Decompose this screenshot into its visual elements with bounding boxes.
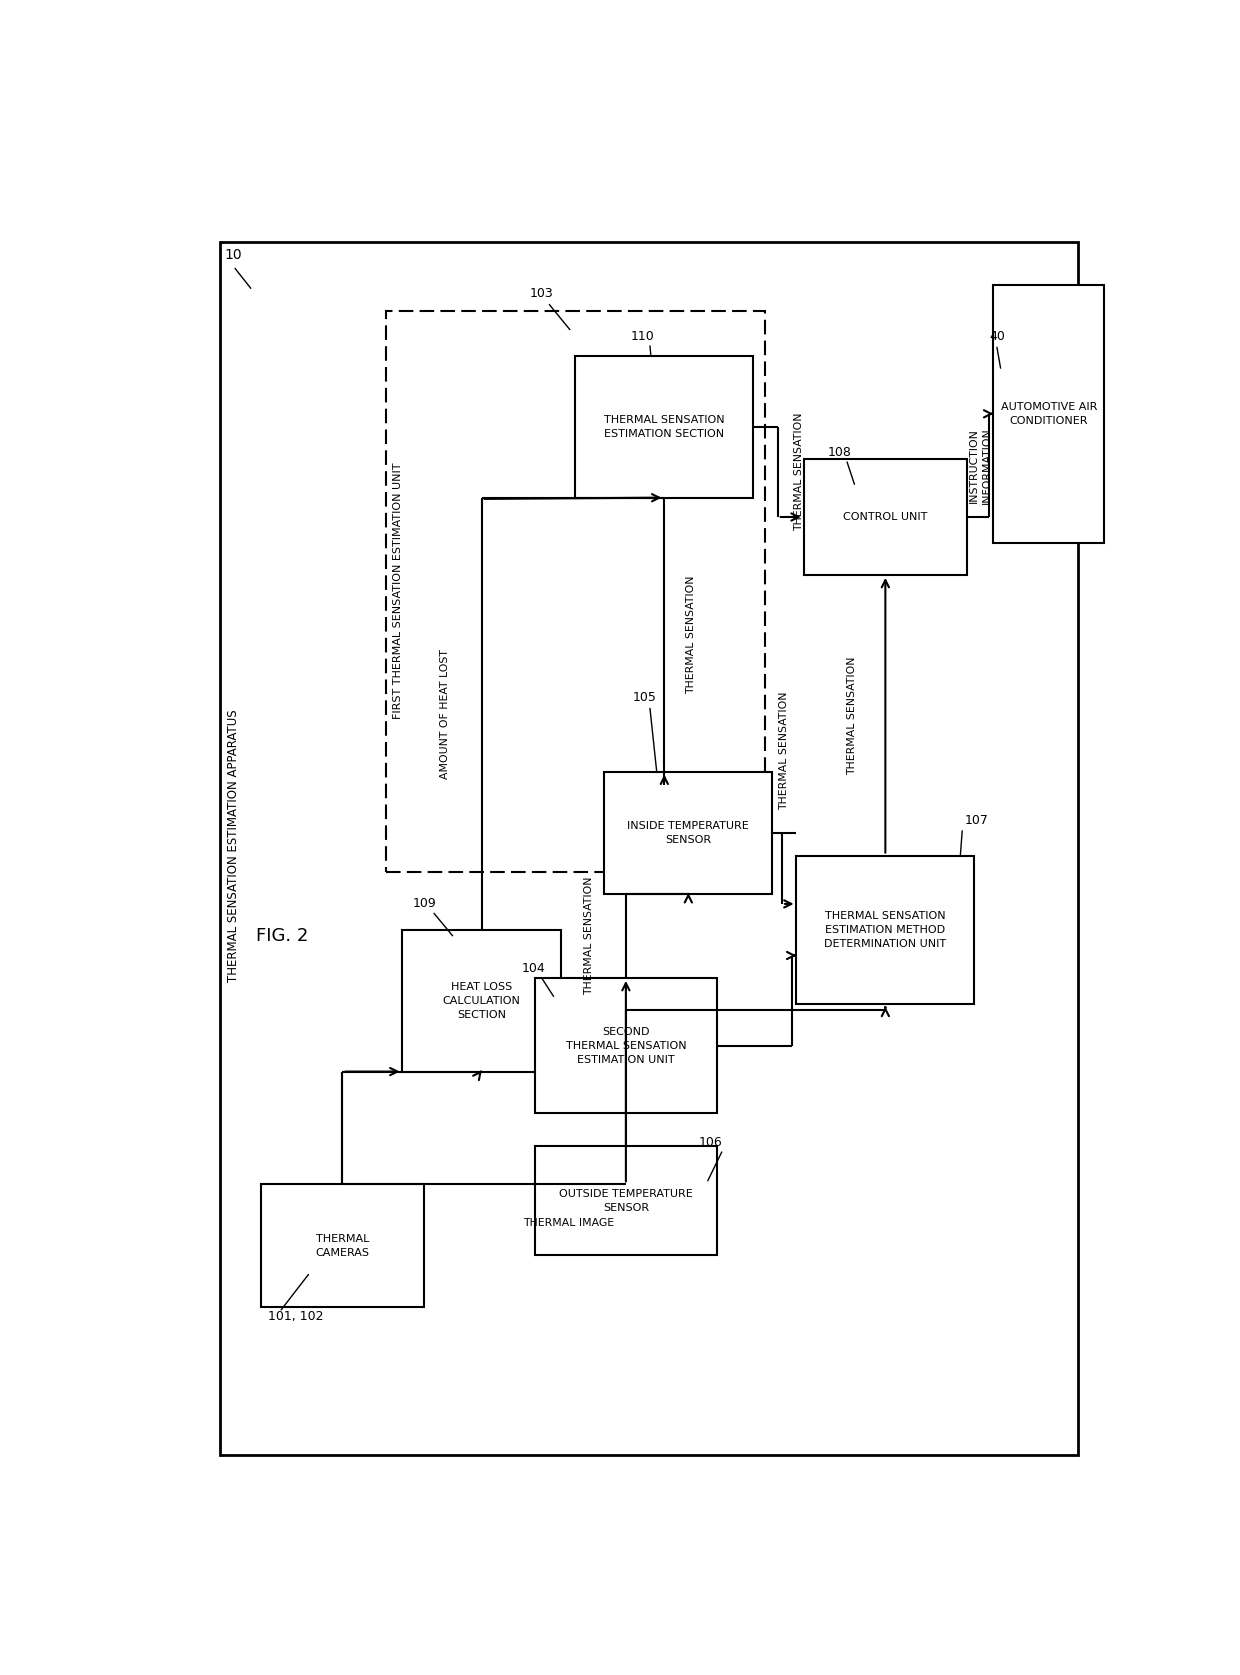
Text: 107: 107	[965, 814, 990, 826]
Text: CONTROL UNIT: CONTROL UNIT	[843, 513, 928, 523]
Bar	[386, 310, 765, 871]
Text: THERMAL SENSATION
ESTIMATION METHOD
DETERMINATION UNIT: THERMAL SENSATION ESTIMATION METHOD DETE…	[825, 911, 946, 948]
Text: 104: 104	[522, 961, 546, 975]
Text: 109: 109	[413, 898, 436, 911]
Text: THERMAL SENSATION ESTIMATION APPARATUS: THERMAL SENSATION ESTIMATION APPARATUS	[227, 710, 241, 982]
Text: THERMAL SENSATION: THERMAL SENSATION	[686, 576, 696, 693]
Text: 110: 110	[631, 330, 655, 343]
Text: 101, 102: 101, 102	[268, 1310, 324, 1323]
Bar	[993, 285, 1104, 543]
Text: AMOUNT OF HEAT LOST: AMOUNT OF HEAT LOST	[440, 648, 450, 779]
Text: 108: 108	[828, 446, 852, 459]
Text: AUTOMOTIVE AIR
CONDITIONER: AUTOMOTIVE AIR CONDITIONER	[1001, 402, 1097, 425]
Bar	[575, 355, 753, 497]
Bar	[604, 772, 773, 894]
Text: THERMAL SENSATION: THERMAL SENSATION	[780, 692, 790, 811]
Bar	[534, 1146, 717, 1255]
Text: HEAT LOSS
CALCULATION
SECTION: HEAT LOSS CALCULATION SECTION	[443, 982, 521, 1020]
Text: INSIDE TEMPERATURE
SENSOR: INSIDE TEMPERATURE SENSOR	[627, 821, 749, 844]
Text: 106: 106	[699, 1136, 723, 1149]
Text: SECOND
THERMAL SENSATION
ESTIMATION UNIT: SECOND THERMAL SENSATION ESTIMATION UNIT	[565, 1027, 686, 1065]
Text: THERMAL IMAGE: THERMAL IMAGE	[523, 1218, 614, 1228]
Bar	[796, 856, 975, 1003]
Text: THERMAL SENSATION
ESTIMATION SECTION: THERMAL SENSATION ESTIMATION SECTION	[604, 415, 724, 439]
Bar	[804, 459, 967, 575]
Text: THERMAL SENSATION: THERMAL SENSATION	[584, 878, 594, 995]
Text: THERMAL SENSATION: THERMAL SENSATION	[847, 657, 857, 774]
Text: THERMAL
CAMERAS: THERMAL CAMERAS	[315, 1234, 370, 1258]
Text: 103: 103	[529, 288, 553, 300]
Text: FIG. 2: FIG. 2	[255, 928, 309, 945]
Text: THERMAL SENSATION: THERMAL SENSATION	[794, 412, 804, 531]
Text: 105: 105	[632, 692, 656, 704]
Text: OUTSIDE TEMPERATURE
SENSOR: OUTSIDE TEMPERATURE SENSOR	[559, 1189, 693, 1213]
Text: 10: 10	[224, 248, 242, 263]
Text: 40: 40	[990, 330, 1006, 343]
Text: INSTRUCTION
INFORMATION: INSTRUCTION INFORMATION	[968, 427, 992, 504]
Bar	[403, 930, 560, 1072]
Bar	[221, 243, 1078, 1454]
Bar	[534, 978, 717, 1114]
Bar	[260, 1184, 424, 1306]
Text: FIRST THERMAL SENSATION ESTIMATION UNIT: FIRST THERMAL SENSATION ESTIMATION UNIT	[393, 462, 403, 719]
